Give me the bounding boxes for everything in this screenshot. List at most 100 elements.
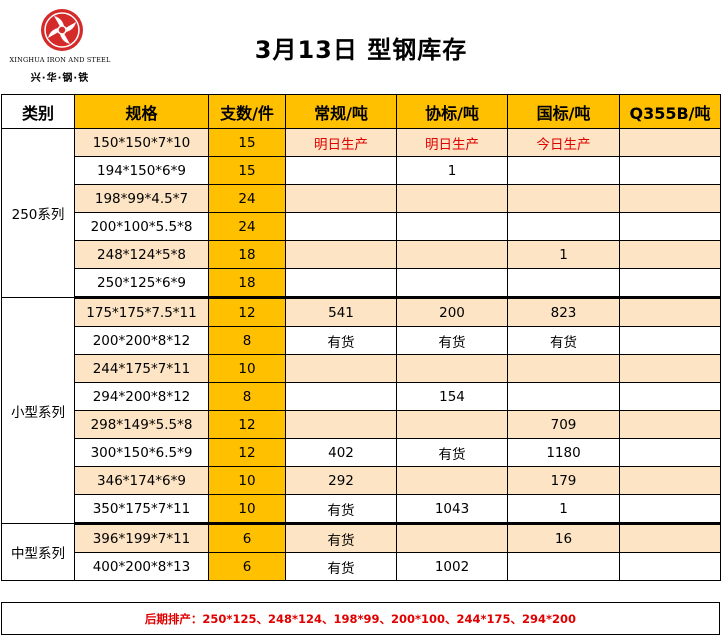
q355b-cell bbox=[619, 494, 721, 525]
association-cell: 有货 bbox=[396, 326, 508, 355]
national-cell: 1 bbox=[507, 240, 620, 269]
page-title: 3月13日 型钢库存 bbox=[254, 36, 468, 64]
national-cell bbox=[507, 268, 620, 299]
table-row: 400*200*8*13 6 有货 1002 bbox=[2, 552, 721, 581]
header-row: 类别 规格 支数/件 常规/吨 协标/吨 国标/吨 Q355B/吨 bbox=[1, 94, 721, 129]
q355b-cell bbox=[619, 268, 721, 299]
association-cell bbox=[396, 410, 508, 439]
q355b-cell bbox=[619, 410, 721, 439]
q355b-cell bbox=[619, 297, 721, 327]
national-cell: 709 bbox=[507, 410, 620, 439]
table-row: 200*100*5.5*8 24 bbox=[2, 212, 721, 241]
association-cell bbox=[396, 354, 508, 383]
q355b-cell bbox=[619, 212, 721, 241]
count-cell: 12 bbox=[208, 438, 286, 467]
logo-chinese-text: 兴·华·钢·铁 bbox=[30, 73, 90, 84]
national-cell: 1 bbox=[507, 494, 620, 525]
table-row: 350*175*7*11 10 有货 1043 1 bbox=[2, 494, 721, 525]
association-cell bbox=[396, 523, 508, 553]
xinghua-logo-icon bbox=[41, 9, 83, 51]
regular-cell bbox=[285, 410, 397, 439]
association-cell: 200 bbox=[396, 297, 508, 327]
spec-cell: 194*150*6*9 bbox=[74, 156, 209, 185]
company-logo: XINGHUA IRON AND STEEL 兴·华·钢·铁 bbox=[4, 6, 116, 86]
national-cell: 1180 bbox=[507, 438, 620, 467]
regular-cell: 292 bbox=[285, 466, 397, 495]
national-cell bbox=[507, 382, 620, 411]
col-header-regular: 常规/吨 bbox=[285, 94, 397, 129]
spec-cell: 400*200*8*13 bbox=[74, 552, 209, 581]
count-cell: 12 bbox=[208, 410, 286, 439]
q355b-cell bbox=[619, 326, 721, 355]
count-cell: 6 bbox=[208, 523, 286, 553]
association-cell bbox=[396, 184, 508, 213]
table-row: 294*200*8*12 8 154 bbox=[2, 382, 721, 411]
regular-cell: 402 bbox=[285, 438, 397, 467]
spec-cell: 350*175*7*11 bbox=[74, 494, 209, 525]
association-cell: 有货 bbox=[396, 438, 508, 467]
regular-cell bbox=[285, 268, 397, 299]
q355b-cell bbox=[619, 184, 721, 213]
table-row: 250*125*6*9 18 bbox=[2, 268, 721, 299]
q355b-cell bbox=[619, 354, 721, 383]
col-header-count: 支数/件 bbox=[208, 94, 286, 129]
category-cell: 250系列 bbox=[1, 128, 75, 298]
association-cell: 154 bbox=[396, 382, 508, 411]
association-cell: 1043 bbox=[396, 494, 508, 525]
inventory-table: 类别 规格 支数/件 常规/吨 协标/吨 国标/吨 Q355B/吨 250系列 1… bbox=[1, 94, 721, 581]
regular-cell bbox=[285, 212, 397, 241]
count-cell: 8 bbox=[208, 382, 286, 411]
regular-cell: 有货 bbox=[285, 552, 397, 581]
count-cell: 24 bbox=[208, 184, 286, 213]
table-row: 244*175*7*11 10 bbox=[2, 354, 721, 383]
col-header-national: 国标/吨 bbox=[507, 94, 620, 129]
spec-cell: 200*200*8*12 bbox=[74, 326, 209, 355]
spec-cell: 200*100*5.5*8 bbox=[74, 212, 209, 241]
count-cell: 8 bbox=[208, 326, 286, 355]
table-row: 248*124*5*8 18 1 bbox=[2, 240, 721, 269]
table-row: 346*174*6*9 10 292 179 bbox=[2, 466, 721, 495]
q355b-cell bbox=[619, 438, 721, 467]
count-cell: 18 bbox=[208, 268, 286, 299]
count-cell: 24 bbox=[208, 212, 286, 241]
national-cell: 有货 bbox=[507, 326, 620, 355]
count-cell: 18 bbox=[208, 240, 286, 269]
table-row: 中型系列 396*199*7*11 6 有货 16 bbox=[1, 523, 721, 581]
association-cell bbox=[396, 212, 508, 241]
table-row: 194*150*6*9 15 1 bbox=[2, 156, 721, 185]
national-cell bbox=[507, 552, 620, 581]
count-cell: 10 bbox=[208, 466, 286, 495]
spec-cell: 248*124*5*8 bbox=[74, 240, 209, 269]
national-cell: 823 bbox=[507, 297, 620, 327]
national-cell: 16 bbox=[507, 523, 620, 553]
regular-cell: 有货 bbox=[285, 523, 397, 553]
col-header-association: 协标/吨 bbox=[396, 94, 508, 129]
col-header-spec: 规格 bbox=[74, 94, 209, 129]
regular-cell: 541 bbox=[285, 297, 397, 327]
association-cell bbox=[396, 466, 508, 495]
spec-cell: 298*149*5.5*8 bbox=[74, 410, 209, 439]
spec-cell: 244*175*7*11 bbox=[74, 354, 209, 383]
production-schedule-note: 后期排产：250*125、248*124、198*99、200*100、244*… bbox=[1, 602, 720, 635]
q355b-cell bbox=[619, 240, 721, 269]
count-cell: 10 bbox=[208, 354, 286, 383]
q355b-cell bbox=[619, 382, 721, 411]
count-cell: 10 bbox=[208, 494, 286, 525]
national-cell bbox=[507, 184, 620, 213]
spec-cell: 198*99*4.5*7 bbox=[74, 184, 209, 213]
col-header-q355b: Q355B/吨 bbox=[619, 94, 721, 129]
q355b-cell bbox=[619, 156, 721, 185]
spec-cell: 396*199*7*11 bbox=[74, 523, 209, 553]
national-cell: 今日生产 bbox=[507, 128, 620, 157]
association-cell bbox=[396, 240, 508, 269]
logo-english-text: XINGHUA IRON AND STEEL bbox=[9, 56, 111, 64]
regular-cell: 有货 bbox=[285, 326, 397, 355]
spec-cell: 150*150*7*10 bbox=[74, 128, 209, 157]
count-cell: 15 bbox=[208, 128, 286, 157]
table-row: 300*150*6.5*9 12 402 有货 1180 bbox=[2, 438, 721, 467]
table-row: 198*99*4.5*7 24 bbox=[2, 184, 721, 213]
table-row: 200*200*8*12 8 有货 有货 有货 bbox=[2, 326, 721, 355]
count-cell: 12 bbox=[208, 297, 286, 327]
category-cell: 中型系列 bbox=[1, 523, 75, 581]
national-cell bbox=[507, 156, 620, 185]
